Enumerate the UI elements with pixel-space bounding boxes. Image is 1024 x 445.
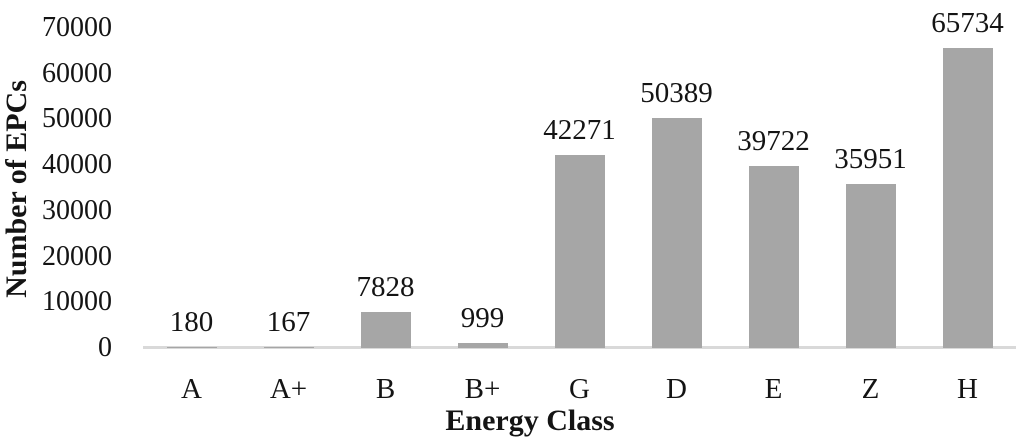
y-tick-label: 50000 (42, 103, 112, 135)
x-tick-label: E (764, 373, 783, 405)
x-tick-label: A (181, 373, 202, 405)
bar-E (748, 166, 799, 348)
bar-G (554, 154, 605, 348)
x-tick-label: B+ (464, 373, 501, 405)
bar-value-label: 7828 (356, 271, 415, 304)
bar-value-label: 65734 (931, 6, 1004, 39)
y-tick-label: 0 (98, 332, 112, 363)
x-tick-label: G (569, 373, 590, 405)
bar-B (360, 312, 411, 348)
bar-B+ (457, 343, 508, 348)
bar-value-label: 999 (460, 302, 505, 335)
bar-value-label: 35951 (834, 142, 907, 175)
y-tick-label: 30000 (42, 194, 112, 226)
y-tick-label: 70000 (42, 12, 112, 43)
x-tick-label: H (957, 373, 978, 405)
y-tick-label: 60000 (42, 57, 112, 89)
x-tick-label: B (375, 373, 396, 405)
x-tick-label: Z (861, 373, 880, 405)
x-axis-title: Energy Class (445, 404, 615, 437)
bar-value-label: 180 (169, 306, 214, 339)
bar-D (651, 117, 702, 348)
y-tick-label: 10000 (42, 286, 112, 318)
bar-value-label: 167 (266, 306, 311, 339)
x-tick-label: A+ (269, 373, 308, 405)
bar-value-label: 42271 (543, 113, 616, 146)
bar-Z (845, 183, 896, 348)
y-tick-label: 40000 (42, 149, 112, 181)
x-tick-label: D (666, 373, 687, 405)
bar-A+ (263, 347, 314, 348)
bar-H (942, 47, 993, 348)
y-tick-label: 20000 (42, 240, 112, 272)
bar-value-label: 50389 (640, 76, 713, 109)
bar-A (166, 347, 217, 348)
bar-value-label: 39722 (737, 125, 810, 158)
